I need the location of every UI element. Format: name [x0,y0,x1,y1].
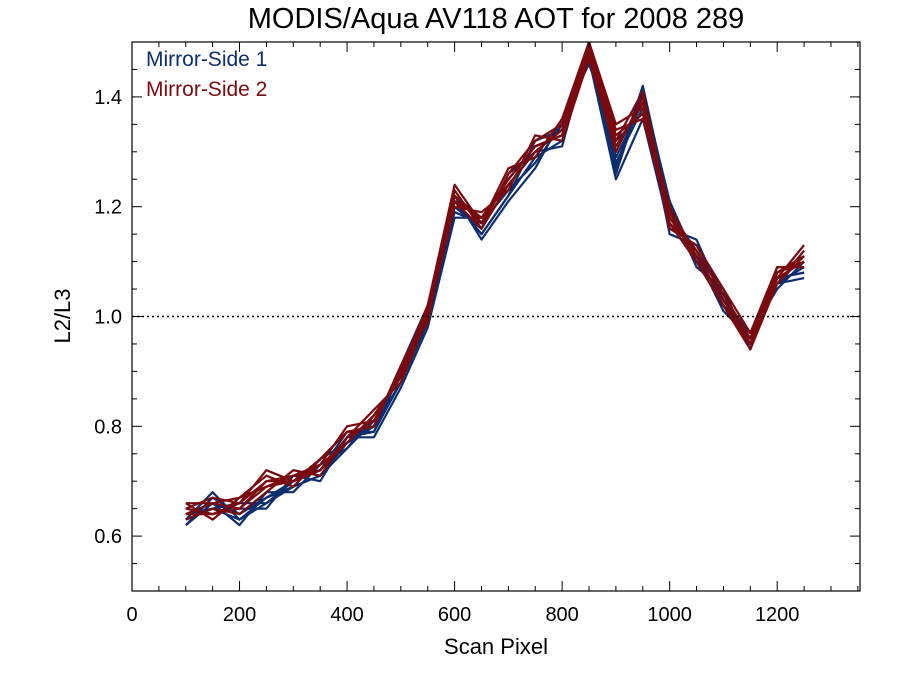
series-line-2-3 [185,46,805,521]
legend-entry-mirror-side-1: Mirror-Side 1 [146,48,267,71]
y-tick-label: 0.6 [94,526,122,548]
series-line-1-3 [185,57,805,527]
y-tick-label: 1.0 [94,307,122,329]
series-line-2-6 [185,51,805,516]
series-line-2-7 [185,46,805,505]
y-tick-label: 1.2 [94,197,122,219]
plot-lines [185,42,805,527]
x-ticks: 0 200 400 600 800 1000 1200 [126,42,859,626]
y-axis-label: L2/L3 [50,288,75,343]
x-tick-label: 1200 [755,604,800,626]
x-axis-label: Scan Pixel [444,634,548,659]
x-tick-label: 1000 [647,604,692,626]
y-tick-label: 1.4 [94,87,122,109]
series-line-1-7 [185,57,805,526]
series-line-2-5 [185,42,805,510]
series-line-1-4 [185,51,805,516]
x-tick-label: 800 [545,604,578,626]
y-tick-label: 0.8 [94,416,122,438]
series-line-1-1 [185,46,805,521]
series-line-1-2 [185,42,805,526]
series-line-2-4 [185,57,805,521]
series-line-2-2 [185,51,805,516]
x-tick-label: 600 [438,604,471,626]
y-ticks: 0.6 0.8 1.0 1.2 1.4 [94,41,860,592]
x-tick-label: 400 [330,604,363,626]
x-tick-label: 200 [223,604,256,626]
x-tick-label: 0 [126,604,137,626]
legend-entry-mirror-side-2: Mirror-Side 2 [146,78,267,101]
chart-title: MODIS/Aqua AV118 AOT for 2008 289 [248,3,745,35]
series-line-1-5 [185,62,805,521]
